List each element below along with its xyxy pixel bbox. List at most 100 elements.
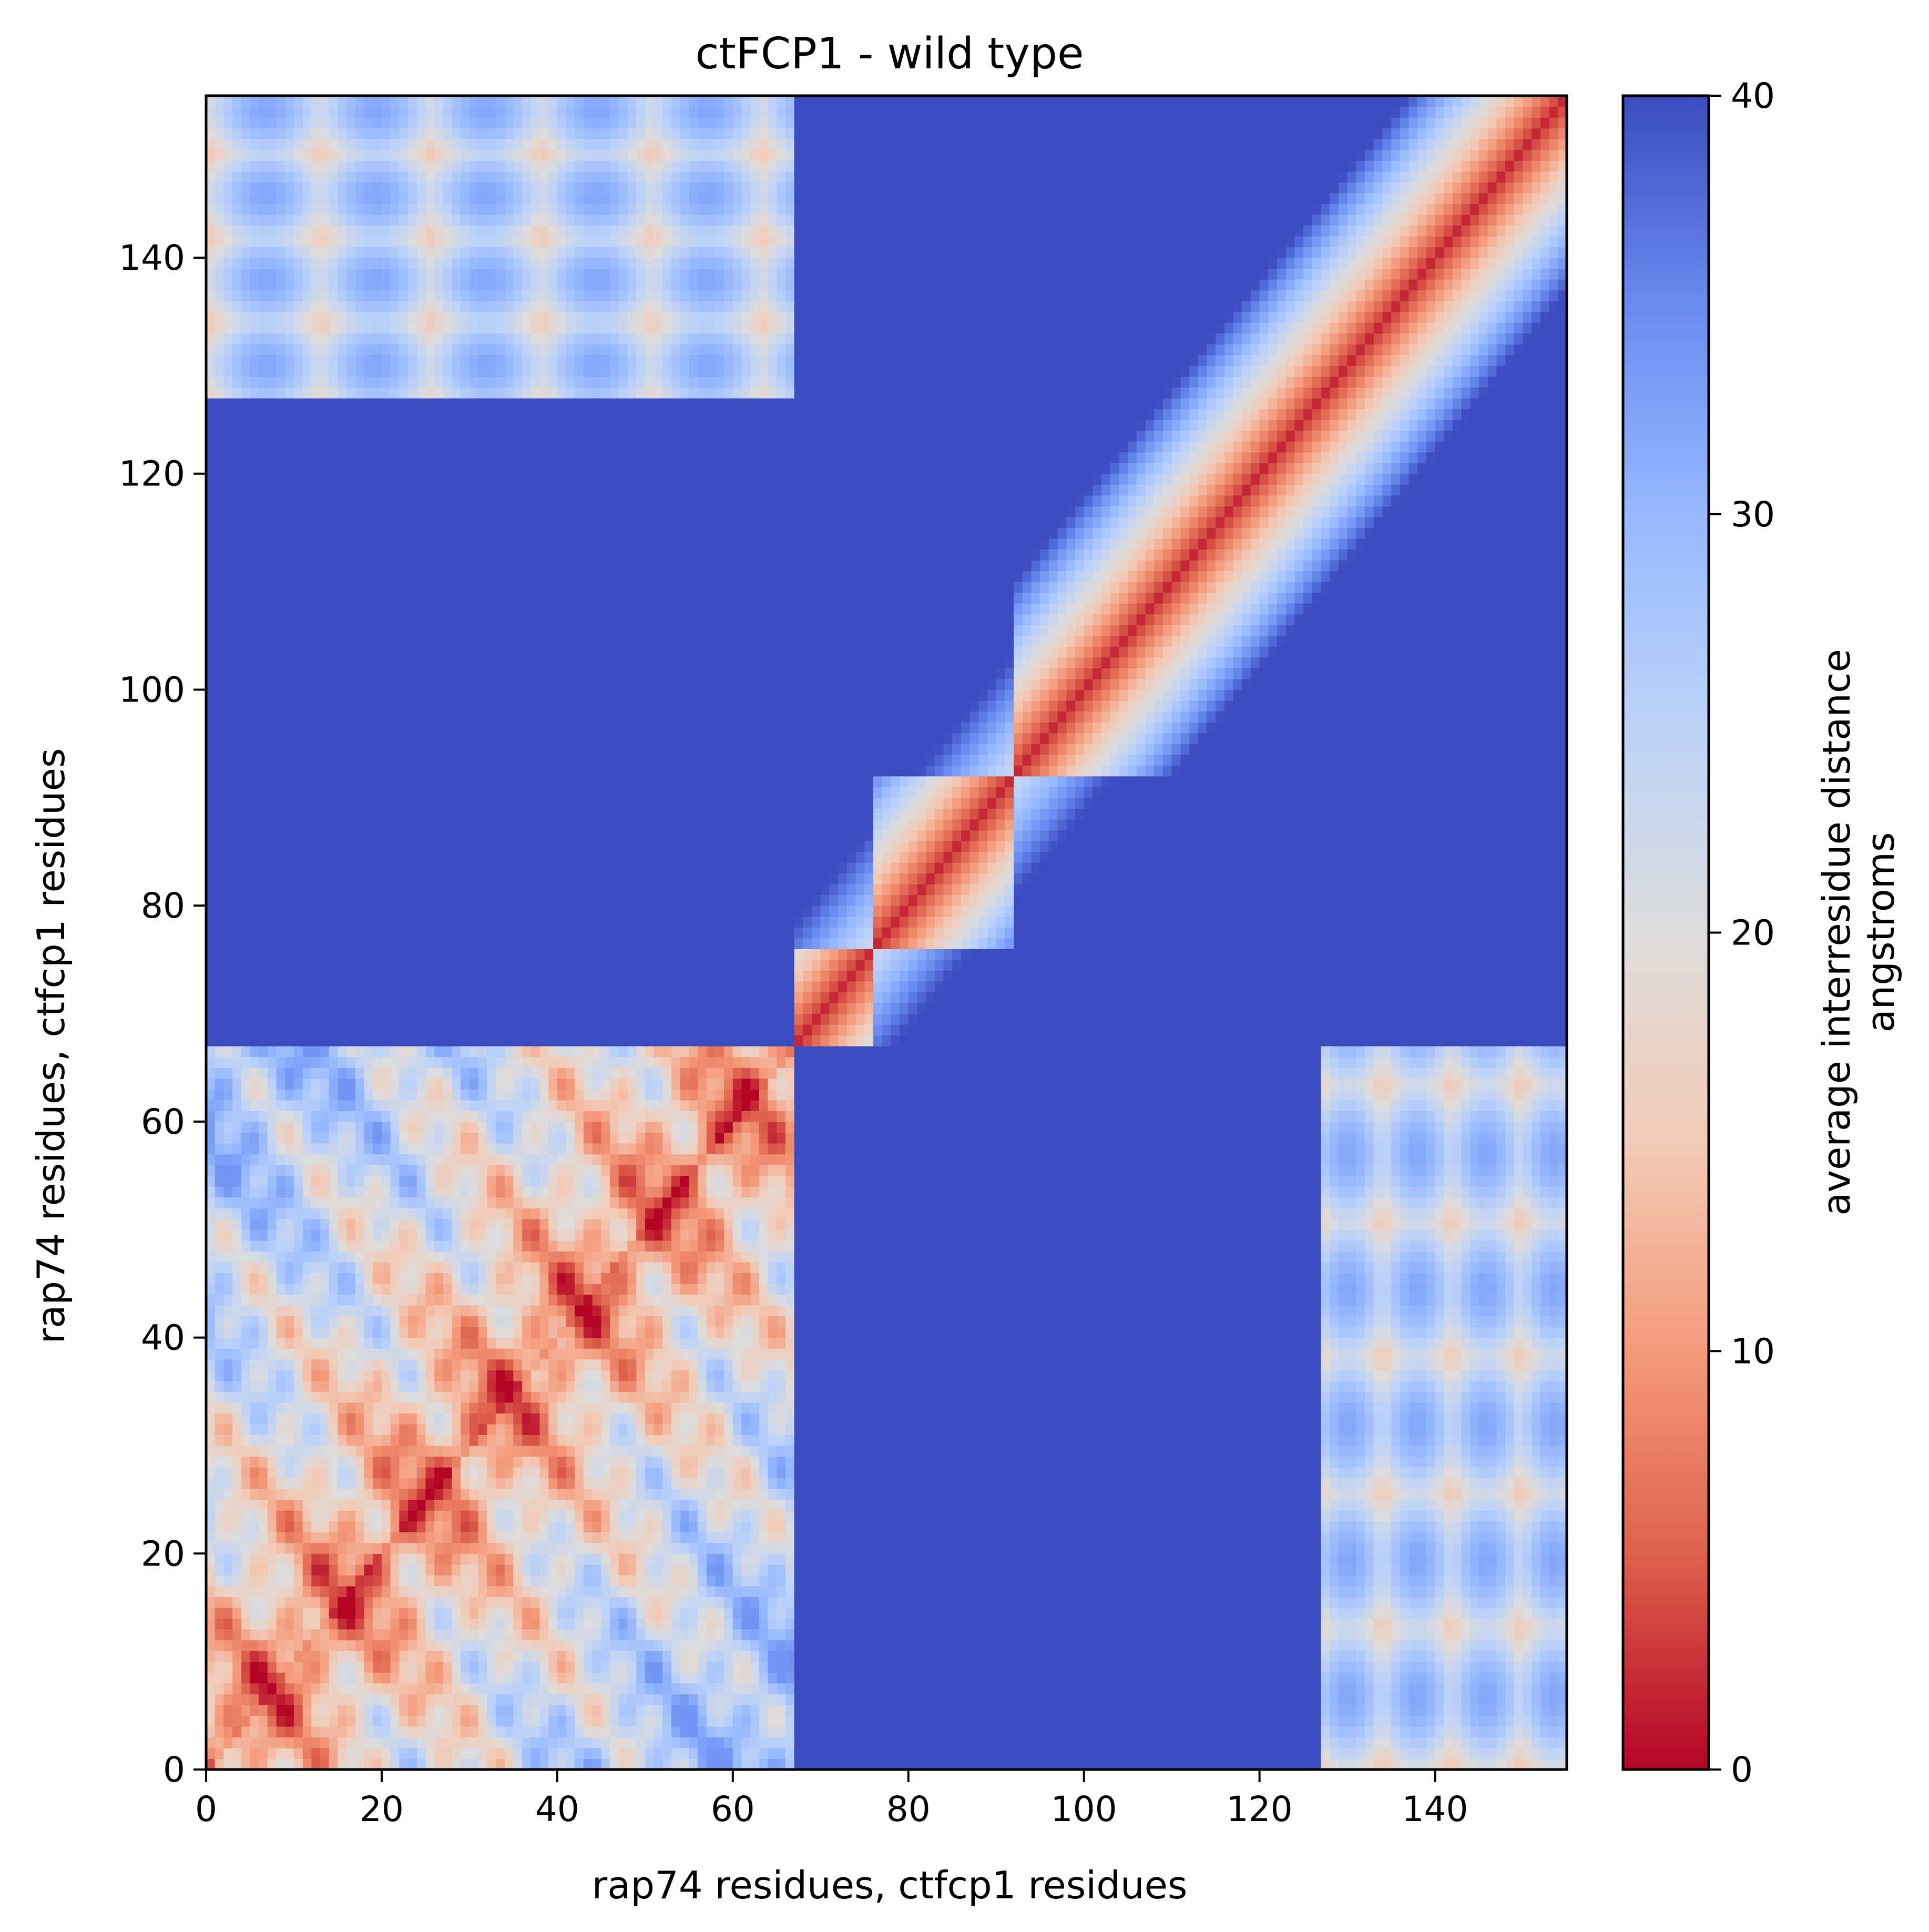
heatmap-cell	[408, 1499, 417, 1511]
heatmap-cell	[293, 398, 303, 410]
heatmap-cell	[215, 668, 224, 679]
heatmap-cell	[276, 1013, 285, 1025]
heatmap-cell	[443, 1597, 453, 1608]
heatmap-cell	[232, 625, 242, 636]
heatmap-cell	[381, 1435, 391, 1446]
heatmap-cell	[311, 1002, 321, 1014]
heatmap-cell	[452, 1553, 461, 1565]
heatmap-cell	[311, 1035, 321, 1046]
heatmap-cell	[478, 700, 487, 712]
heatmap-cell	[338, 1553, 347, 1565]
heatmap-cell	[478, 333, 487, 344]
heatmap-cell	[338, 1651, 347, 1662]
heatmap-cell	[206, 851, 216, 863]
heatmap-cell	[443, 840, 453, 852]
heatmap-cell	[434, 1197, 444, 1208]
heatmap-cell	[355, 1337, 365, 1349]
heatmap-cell	[399, 484, 409, 496]
heatmap-cell	[416, 1607, 426, 1619]
heatmap-cell	[338, 765, 347, 777]
heatmap-cell	[267, 1121, 277, 1133]
heatmap-cell	[355, 192, 365, 204]
heatmap-cell	[355, 916, 365, 928]
heatmap-cell	[293, 884, 303, 896]
heatmap-cell	[416, 301, 426, 312]
heatmap-cell	[425, 139, 435, 150]
heatmap-cell	[452, 808, 461, 820]
heatmap-cell	[259, 1154, 268, 1165]
heatmap-cell	[285, 1737, 294, 1748]
heatmap-cell	[399, 1521, 409, 1532]
heatmap-cell	[425, 225, 435, 237]
heatmap-cell	[259, 1218, 268, 1230]
heatmap-cell	[215, 1111, 224, 1122]
heatmap-cell	[302, 1111, 312, 1122]
heatmap-cell	[329, 96, 339, 107]
heatmap-cell	[346, 236, 356, 248]
heatmap-cell	[469, 516, 479, 528]
heatmap-cell	[364, 560, 373, 572]
heatmap-cell	[232, 1132, 242, 1144]
heatmap-cell	[302, 192, 312, 204]
heatmap-cell	[267, 1715, 277, 1727]
heatmap-cell	[250, 1165, 259, 1176]
heatmap-cell	[206, 1035, 216, 1046]
heatmap-cell	[293, 873, 303, 884]
heatmap-cell	[276, 1359, 285, 1370]
heatmap-cell	[434, 1532, 444, 1543]
heatmap-cell	[452, 894, 461, 906]
heatmap-cell	[329, 1607, 339, 1619]
heatmap-cell	[232, 592, 242, 604]
heatmap-cell	[390, 182, 400, 194]
heatmap-cell	[206, 1316, 216, 1327]
heatmap-cell	[461, 916, 470, 928]
heatmap-cell	[285, 1359, 294, 1370]
heatmap-cell	[355, 1283, 365, 1295]
heatmap-cell	[443, 787, 453, 798]
heatmap-cell	[232, 344, 242, 355]
heatmap-cell	[381, 1121, 391, 1133]
heatmap-cell	[399, 1283, 409, 1295]
heatmap-cell	[285, 894, 294, 906]
heatmap-cell	[285, 506, 294, 517]
heatmap-cell	[373, 1186, 382, 1198]
heatmap-cell	[293, 311, 303, 323]
heatmap-cell	[443, 582, 453, 593]
heatmap-cell	[452, 1445, 461, 1457]
heatmap-cell	[320, 139, 330, 150]
heatmap-cell	[241, 473, 251, 485]
heatmap-cell	[469, 139, 479, 150]
heatmap-cell	[232, 1273, 242, 1284]
heatmap-cell	[215, 1089, 224, 1101]
heatmap-cell	[276, 452, 285, 463]
heatmap-cell	[267, 1413, 277, 1425]
heatmap-cell	[381, 1089, 391, 1101]
heatmap-cell	[425, 1218, 435, 1230]
heatmap-cell	[338, 1067, 347, 1079]
heatmap-cell	[215, 290, 224, 301]
heatmap-cell	[478, 1413, 487, 1425]
heatmap-cell	[338, 463, 347, 474]
heatmap-cell	[320, 1348, 330, 1360]
heatmap-cell	[250, 268, 259, 280]
heatmap-cell	[416, 689, 426, 701]
heatmap-cell	[250, 1445, 259, 1457]
heatmap-cell	[215, 678, 224, 690]
heatmap-cell	[302, 949, 312, 960]
heatmap-cell	[434, 992, 444, 1003]
heatmap-cell	[434, 571, 444, 582]
heatmap-cell	[443, 625, 453, 636]
heatmap-cell	[355, 516, 365, 528]
heatmap-cell	[302, 236, 312, 248]
heatmap-cell	[425, 484, 435, 496]
heatmap-cell	[285, 1597, 294, 1608]
heatmap-cell	[241, 1747, 251, 1760]
heatmap-cell	[276, 1499, 285, 1511]
heatmap-cell	[276, 463, 285, 474]
heatmap-cell	[346, 1240, 356, 1252]
heatmap-cell	[241, 1737, 251, 1748]
heatmap-cell	[461, 722, 470, 734]
heatmap-cell	[338, 678, 347, 690]
heatmap-cell	[416, 754, 426, 766]
heatmap-cell	[241, 765, 251, 777]
